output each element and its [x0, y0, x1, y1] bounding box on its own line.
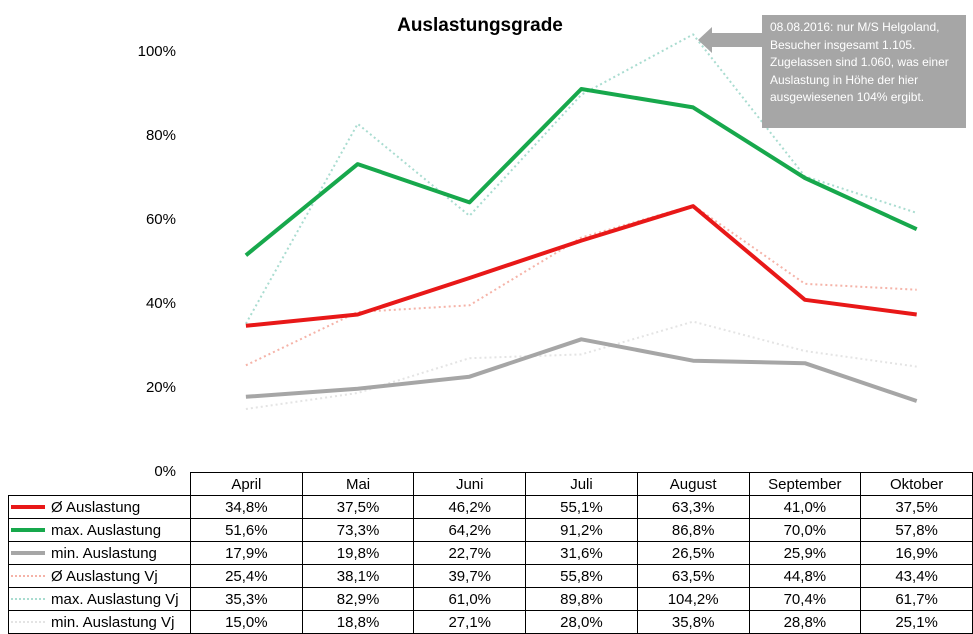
legend-entry: min. Auslastung: [8, 541, 191, 565]
data-label: 91,2%: [525, 518, 638, 542]
legend-key-icon: [11, 550, 45, 555]
data-label: 26,5%: [636, 541, 750, 565]
data-label: 34,8%: [189, 495, 303, 519]
data-label: 25,9%: [748, 541, 862, 565]
legend-key-icon: [11, 597, 45, 600]
legend-entry: max. Auslastung: [8, 518, 191, 542]
legend-entry: max. Auslastung Vj: [8, 587, 191, 611]
data-label: 64,2%: [413, 518, 527, 542]
y-tick-label: 40%: [145, 295, 176, 312]
data-label: 27,1%: [413, 610, 527, 634]
data-label: 61,7%: [860, 587, 973, 611]
data-label: 41,0%: [748, 495, 862, 519]
data-label: 46,2%: [413, 495, 527, 519]
data-label: 25,4%: [189, 564, 303, 588]
data-label: 16,9%: [860, 541, 973, 565]
data-label: 55,1%: [525, 495, 638, 519]
legend-key-icon: [11, 620, 45, 623]
data-label: 19,8%: [301, 541, 415, 565]
data-label: 89,8%: [525, 587, 638, 611]
data-label: 35,8%: [636, 610, 750, 634]
data-label: 25,1%: [860, 610, 973, 634]
legend-entry: Ø Auslastung Vj: [8, 564, 191, 588]
legend-label: Ø Auslastung: [51, 498, 141, 516]
series-line-2: [245, 337, 918, 403]
data-label: 70,0%: [748, 518, 862, 542]
table-row: Ø Auslastung 34,8% 37,5% 46,2% 55,1% 63,3% 41,…: [8, 495, 973, 519]
table-row: max. Auslastung 51,6% 73,3% 64,2% 91,2% 86,8%…: [8, 518, 973, 542]
y-tick-label: 60%: [145, 211, 176, 228]
x-category-label: Juli: [525, 472, 638, 496]
y-tick-label: 20%: [145, 379, 176, 396]
x-category-label: September: [748, 472, 862, 496]
data-label: 51,6%: [189, 518, 303, 542]
y-tick-label: 80%: [145, 127, 176, 144]
legend-key-icon: [11, 574, 45, 577]
annotation-arrow: [698, 27, 762, 53]
data-label: 63,3%: [636, 495, 750, 519]
legend-key-icon: [11, 504, 45, 509]
data-label: 57,8%: [860, 518, 973, 542]
data-label: 31,6%: [525, 541, 638, 565]
legend-key-icon: [11, 527, 45, 532]
data-label: 104,2%: [636, 587, 750, 611]
legend-label: max. Auslastung Vj: [51, 590, 179, 608]
legend-label: max. Auslastung: [51, 521, 162, 539]
table-row: min. Auslastung Vj 15,0% 18,8% 27,1% 28,0% 35…: [8, 610, 973, 634]
data-label: 44,8%: [748, 564, 862, 588]
data-label: 28,8%: [748, 610, 862, 634]
data-label: 28,0%: [525, 610, 638, 634]
legend-entry: min. Auslastung Vj: [8, 610, 191, 634]
series-line-5: [245, 320, 917, 410]
data-label: 86,8%: [636, 518, 750, 542]
data-label: 63,5%: [636, 564, 750, 588]
x-category-label: April: [189, 472, 303, 496]
series-line-1: [244, 87, 918, 257]
table-corner: [9, 473, 191, 496]
data-label: 22,7%: [413, 541, 527, 565]
data-label: 15,0%: [189, 610, 303, 634]
x-category-label: Mai: [301, 472, 415, 496]
data-label: 61,0%: [413, 587, 527, 611]
data-label: 55,8%: [525, 564, 638, 588]
data-label: 39,7%: [413, 564, 527, 588]
table-row: Ø Auslastung Vj 25,4% 38,1% 39,7% 55,8% 63,5%…: [8, 564, 973, 588]
data-label: 73,3%: [301, 518, 415, 542]
legend-label: min. Auslastung: [51, 544, 157, 562]
series-line-3: [245, 204, 917, 367]
y-tick-label: 0%: [154, 463, 176, 480]
chart-title: Auslastungsgrade: [397, 15, 563, 36]
data-label: 18,8%: [301, 610, 415, 634]
legend-label: Ø Auslastung Vj: [51, 567, 158, 585]
table-row: min. Auslastung 17,9% 19,8% 22,7% 31,6% 26,5%…: [8, 541, 973, 565]
data-label: 17,9%: [189, 541, 303, 565]
x-category-label: August: [636, 472, 750, 496]
x-category-label: Oktober: [860, 472, 973, 496]
data-table: April Mai Juni Juli August September Oktober Ø …: [8, 472, 973, 634]
data-label: 82,9%: [301, 587, 415, 611]
y-tick-label: 100%: [137, 43, 176, 60]
data-label: 38,1%: [301, 564, 415, 588]
data-label: 35,3%: [189, 587, 303, 611]
legend-entry: Ø Auslastung: [8, 495, 191, 519]
table-row: max. Auslastung Vj 35,3% 82,9% 61,0% 89,8% 10…: [8, 587, 973, 611]
series-line-0: [245, 204, 917, 328]
data-label: 37,5%: [860, 495, 973, 519]
legend-label: min. Auslastung Vj: [51, 613, 175, 631]
data-label: 70,4%: [748, 587, 862, 611]
data-label: 43,4%: [860, 564, 973, 588]
data-label: 37,5%: [301, 495, 415, 519]
annotation-callout: 08.08.2016: nur M/S Helgoland, Besucher …: [762, 15, 966, 128]
x-category-label: Juni: [413, 472, 527, 496]
